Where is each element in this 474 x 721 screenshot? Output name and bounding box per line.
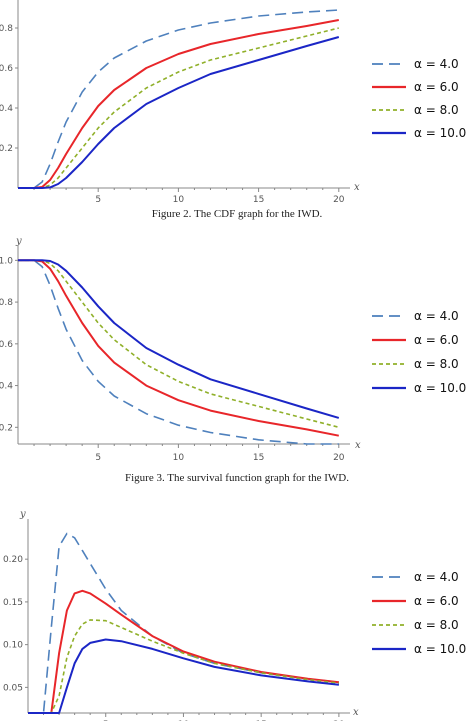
legend-label: α = 8.0 (414, 103, 459, 117)
legend-label: α = 8.0 (414, 618, 459, 632)
y-tick-label: 0.8 (0, 24, 13, 34)
x-tick-label: 10 (173, 453, 185, 463)
legend-label: α = 10.0 (414, 126, 466, 140)
series-line-alpha-6 (28, 589, 340, 714)
legend-label: α = 4.0 (414, 309, 459, 323)
legend-label: α = 6.0 (414, 594, 459, 608)
series-line-alpha-10 (18, 36, 340, 189)
y-tick-label: 0.8 (0, 298, 13, 308)
y-tick-label: 0.6 (0, 64, 13, 74)
y-tick-label: 0.10 (3, 641, 23, 651)
y-tick-label: 0.4 (0, 382, 13, 392)
y-tick-label: 0.4 (0, 104, 13, 114)
survival-chart: 5 10 15 20 0.2 0.4 0.6 0.8 1.0 x y α = 4.0 α = 6.0 α … (0, 236, 466, 463)
legend-label: α = 4.0 (414, 570, 459, 584)
y-axis-label: y (15, 236, 22, 247)
x-axis-label: x (353, 707, 359, 718)
y-tick-label: 0.6 (0, 340, 13, 350)
x-tick-label: 5 (95, 453, 101, 463)
y-tick-label: 0.20 (3, 555, 23, 565)
legend-label: α = 4.0 (414, 57, 459, 71)
y-axis-label: y (19, 509, 26, 520)
legend-label: α = 8.0 (414, 357, 459, 371)
x-tick-label: 15 (253, 195, 264, 205)
y-tick-label: 0.2 (0, 144, 13, 154)
series-line-alpha-8 (28, 619, 339, 714)
series-line-alpha-6 (18, 259, 339, 437)
y-tick-label: 1.0 (0, 256, 13, 266)
x-tick-label: 20 (333, 195, 345, 205)
y-tick-label: 0.2 (0, 423, 13, 433)
series-line-alpha-6 (18, 19, 339, 189)
legend-label: α = 6.0 (414, 80, 459, 94)
series-line-alpha-8 (18, 27, 339, 189)
y-tick-label: 0.05 (3, 683, 23, 693)
figure-2-caption: Figure 2. The CDF graph for the IWD. (151, 208, 323, 220)
cdf-chart: 5 10 15 20 0.2 0.4 0.6 0.8 x α = 4.0 α = 6.0 α = 8.… (0, 0, 466, 205)
series-line-alpha-8 (18, 259, 340, 429)
series-line-alpha-4 (18, 259, 339, 445)
series-line-alpha-4 (28, 532, 339, 714)
figure-3-caption: Figure 3. The survival function graph fo… (124, 472, 350, 484)
x-tick-label: 10 (173, 195, 185, 205)
series-line-alpha-4 (18, 9, 339, 189)
series-line-alpha-10 (28, 638, 340, 714)
x-axis-label: x (355, 440, 361, 451)
x-tick-label: 20 (333, 453, 345, 463)
legend-label: α = 10.0 (414, 381, 466, 395)
y-tick-label: 0.15 (3, 598, 23, 608)
x-tick-label: 5 (95, 195, 101, 205)
x-axis-label: x (354, 182, 360, 193)
series-line-alpha-10 (18, 259, 340, 419)
x-tick-label: 15 (253, 453, 264, 463)
legend-label: α = 6.0 (414, 333, 459, 347)
legend-label: α = 10.0 (414, 642, 466, 656)
